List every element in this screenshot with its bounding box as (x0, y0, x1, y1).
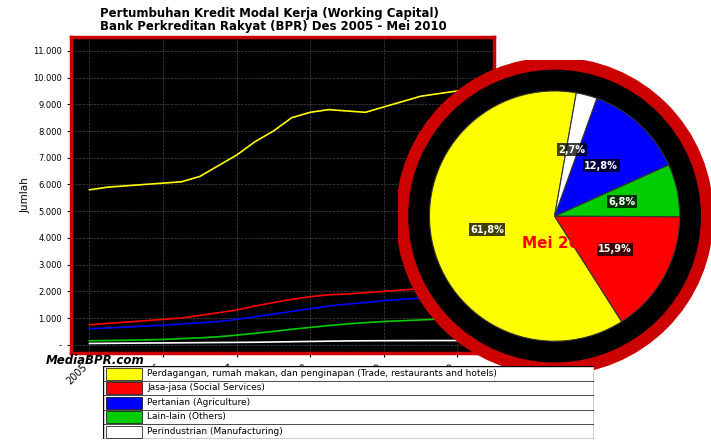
FancyBboxPatch shape (105, 382, 142, 394)
FancyBboxPatch shape (105, 411, 142, 423)
Text: Perdagangan, rumah makan, dan penginapan (Trade, restaurants and hotels): Perdagangan, rumah makan, dan penginapan… (147, 369, 497, 378)
Text: Jasa-jasa (Social Services): Jasa-jasa (Social Services) (147, 383, 265, 392)
FancyBboxPatch shape (105, 397, 142, 409)
Text: Perindustrian (Manufacturing): Perindustrian (Manufacturing) (147, 427, 283, 436)
X-axis label: Tahun: Tahun (266, 391, 299, 400)
Text: 15,9%: 15,9% (598, 244, 631, 254)
Text: MediaBPR.com: MediaBPR.com (46, 354, 145, 367)
FancyBboxPatch shape (105, 368, 142, 380)
Text: Lain-lain (Others): Lain-lain (Others) (147, 412, 226, 422)
Y-axis label: Jumlah: Jumlah (21, 177, 31, 213)
Wedge shape (555, 216, 680, 321)
Text: Pertumbuhan Kredit Modal Kerja (Working Capital): Pertumbuhan Kredit Modal Kerja (Working … (100, 7, 439, 19)
FancyBboxPatch shape (103, 366, 594, 439)
Text: 12,8%: 12,8% (584, 161, 619, 171)
Wedge shape (555, 98, 669, 216)
Wedge shape (555, 93, 597, 216)
Wedge shape (555, 165, 680, 217)
Text: Mei 2010: Mei 2010 (522, 236, 600, 251)
Text: Bank Perkreditan Rakyat (BPR) Des 2005 - Mei 2010: Bank Perkreditan Rakyat (BPR) Des 2005 -… (100, 20, 447, 33)
Text: 6,8%: 6,8% (609, 197, 636, 207)
Text: Pertanian (Agriculture): Pertanian (Agriculture) (147, 398, 250, 407)
Wedge shape (429, 91, 622, 341)
FancyBboxPatch shape (105, 426, 142, 438)
Text: 61,8%: 61,8% (470, 224, 504, 235)
Circle shape (402, 64, 707, 369)
Text: 2,7%: 2,7% (559, 145, 586, 154)
